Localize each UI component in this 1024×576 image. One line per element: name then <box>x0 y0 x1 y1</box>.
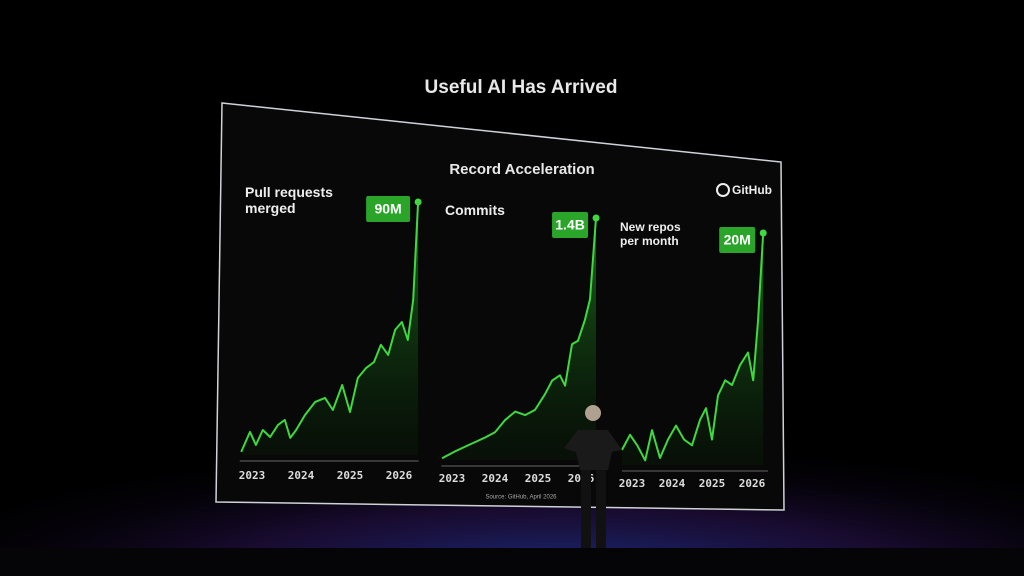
x-tick-label: 2024 <box>659 477 686 490</box>
source: Source: GitHub, April 2026 <box>485 495 557 501</box>
speaker-leg <box>596 470 606 548</box>
line <box>621 232 765 462</box>
x-tick-label: 2025 <box>699 477 726 490</box>
end-point <box>414 198 422 206</box>
x-tick-label: 2024 <box>288 469 315 482</box>
chart-title: Commits <box>445 202 505 218</box>
stage-floor <box>0 548 1024 576</box>
speaker-leg <box>581 470 591 548</box>
slide-title: Useful AI Has Arrived <box>425 77 618 98</box>
x-tick-label: 2026 <box>386 469 413 482</box>
area-fill <box>442 218 597 460</box>
x-tick-label: 2025 <box>337 469 364 482</box>
brand-icon <box>716 183 730 197</box>
end-point <box>592 214 600 222</box>
value-label: 1.4B <box>555 217 585 233</box>
x-tick-label: 2025 <box>525 472 552 485</box>
x-tick-label: 2024 <box>482 472 509 485</box>
x-tick-label: 2026 <box>739 477 766 490</box>
value-label: 20M <box>724 232 751 248</box>
value-label: 90M <box>374 201 401 217</box>
line <box>441 217 597 460</box>
brand: GitHub <box>732 183 772 197</box>
value-label-box <box>552 212 589 238</box>
line <box>240 201 420 453</box>
x-tick-label: 2023 <box>439 472 466 485</box>
chart-title: New repos per month <box>620 220 681 248</box>
end-point <box>759 229 767 237</box>
area-fill <box>622 233 764 465</box>
value-label-box <box>366 196 411 222</box>
speaker <box>0 405 1024 576</box>
x-tick-label: 2023 <box>619 477 646 490</box>
slide-subtitle: Record Acceleration <box>449 161 594 178</box>
value-label-box <box>719 227 756 253</box>
area-fill <box>241 202 419 455</box>
x-tick-label: 2023 <box>239 469 266 482</box>
chart-title: Pull requests merged <box>245 184 333 216</box>
speaker-head <box>585 405 601 421</box>
speaker-jacket <box>564 430 622 470</box>
